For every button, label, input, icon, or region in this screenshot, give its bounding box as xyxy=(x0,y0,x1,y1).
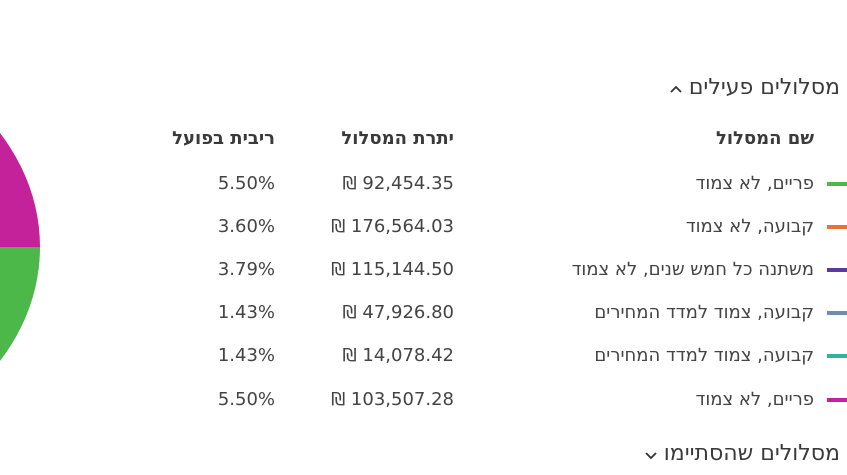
track-color-swatch xyxy=(827,268,847,272)
active-tracks-title: מסלולים פעילים xyxy=(688,75,840,100)
table-row: פריים, לא צמוד ₪ 103,507.28 5.50% xyxy=(0,386,847,416)
track-rate: 5.50% xyxy=(217,389,275,410)
pie-slice-prime-1 xyxy=(0,247,40,361)
track-rate: 3.60% xyxy=(217,216,275,237)
track-name: קבועה, לא צמוד xyxy=(685,216,814,237)
active-tracks-header[interactable]: מסלולים פעילים xyxy=(669,75,840,100)
tracks-pie-chart xyxy=(0,133,40,361)
column-header-track-name: שם המסלול xyxy=(715,128,814,149)
table-row: קבועה, צמוד למדד המחירים ₪ 14,078.42 1.4… xyxy=(0,342,847,372)
track-color-swatch xyxy=(827,398,847,402)
track-rate: 5.50% xyxy=(217,173,275,194)
track-name: קבועה, צמוד למדד המחירים xyxy=(594,345,814,366)
track-name: פריים, לא צמוד xyxy=(695,173,814,194)
track-balance: ₪ 47,926.80 xyxy=(342,302,454,323)
track-balance: ₪ 14,078.42 xyxy=(342,345,454,366)
track-balance: ₪ 115,144.50 xyxy=(331,259,454,280)
track-name: פריים, לא צמוד xyxy=(695,389,814,410)
track-color-swatch xyxy=(827,225,847,229)
pie-slice-prime-2 xyxy=(0,133,40,247)
table-row: פריים, לא צמוד ₪ 92,454.35 5.50% xyxy=(0,170,847,200)
track-name: משתנה כל חמש שנים, לא צמוד xyxy=(571,259,814,280)
table-row: קבועה, צמוד למדד המחירים ₪ 47,926.80 1.4… xyxy=(0,299,847,329)
finished-tracks-header[interactable]: מסלולים שהסתיימו xyxy=(644,441,840,466)
track-rate: 3.79% xyxy=(217,259,275,280)
track-balance: ₪ 176,564.03 xyxy=(331,216,454,237)
table-row: קבועה, לא צמוד ₪ 176,564.03 3.60% xyxy=(0,213,847,243)
finished-tracks-title: מסלולים שהסתיימו xyxy=(663,441,840,466)
column-header-effective-rate: ריבית בפועל xyxy=(172,128,275,149)
track-balance: ₪ 92,454.35 xyxy=(342,173,454,194)
track-color-swatch xyxy=(827,182,847,186)
chevron-up-icon[interactable] xyxy=(669,82,683,96)
track-color-swatch xyxy=(827,354,847,358)
track-balance: ₪ 103,507.28 xyxy=(331,389,454,410)
table-row: משתנה כל חמש שנים, לא צמוד ₪ 115,144.50 … xyxy=(0,256,847,286)
track-name: קבועה, צמוד למדד המחירים xyxy=(594,302,814,323)
track-rate: 1.43% xyxy=(217,302,275,323)
column-header-track-balance: יתרת המסלול xyxy=(341,128,454,149)
track-rate: 1.43% xyxy=(217,345,275,366)
track-color-swatch xyxy=(827,311,847,315)
chevron-down-icon[interactable] xyxy=(644,448,658,462)
